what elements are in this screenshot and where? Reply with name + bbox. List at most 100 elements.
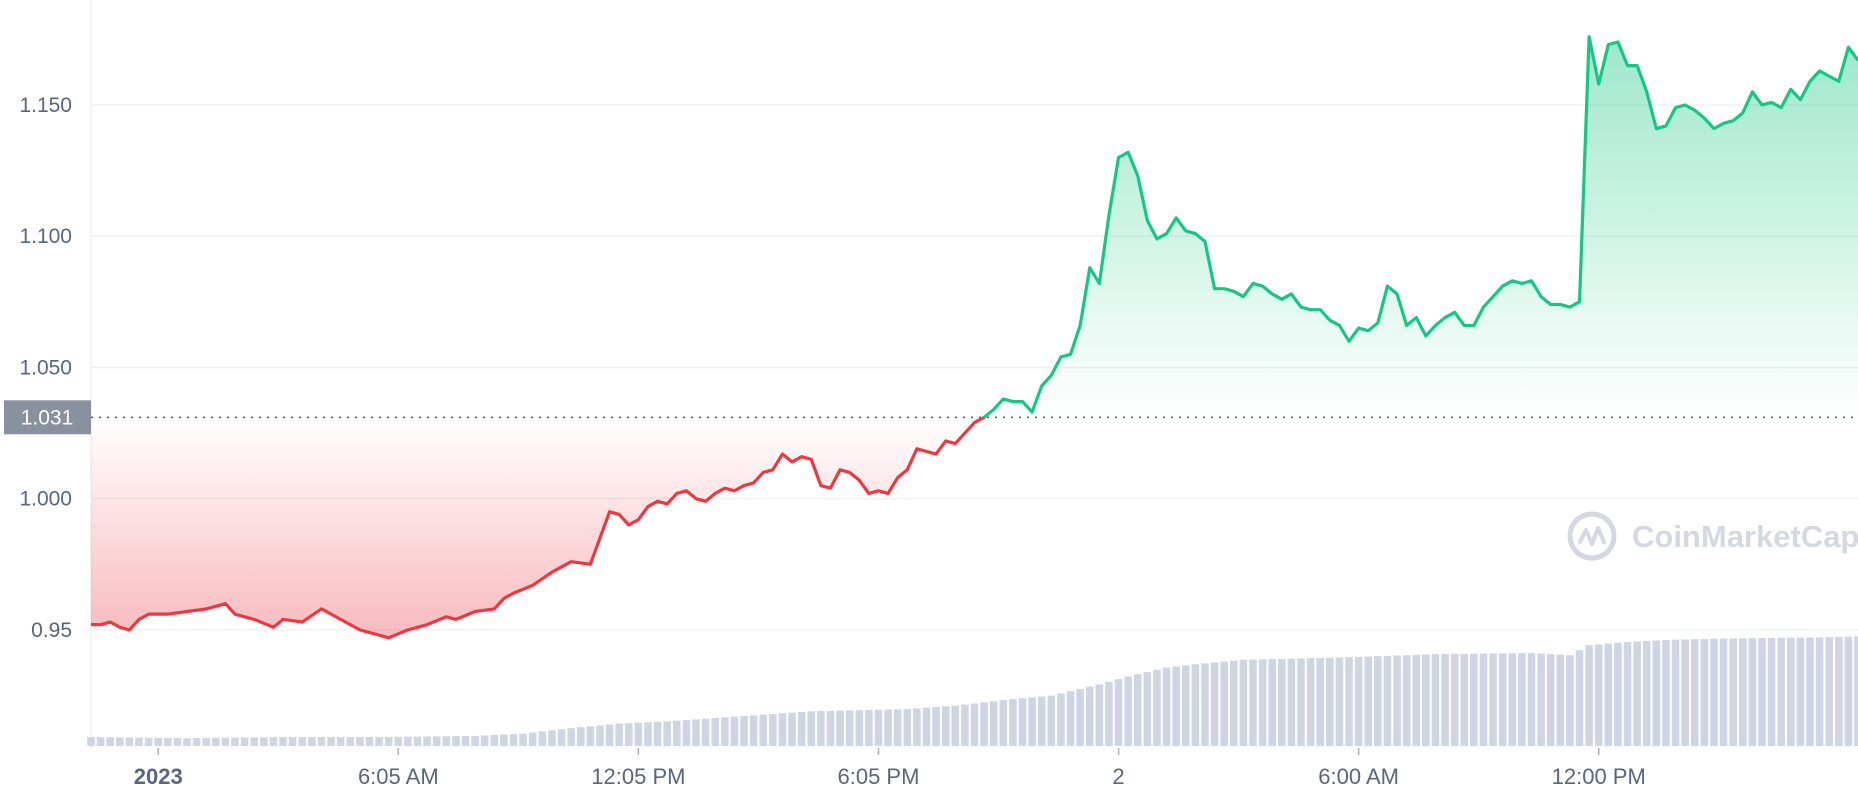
volume-bar (596, 725, 604, 746)
volume-bar (116, 737, 124, 746)
x-tick-label: 12:00 PM (1552, 764, 1646, 789)
volume-bar (1181, 665, 1190, 746)
volume-bar (442, 736, 451, 746)
volume-bar (308, 737, 316, 746)
volume-bar (682, 720, 691, 746)
volume-bar (1354, 656, 1363, 746)
volume-bar (432, 736, 441, 746)
volume-bar (1633, 641, 1641, 746)
volume-bar (1700, 638, 1709, 746)
y-tick-label: 1.000 (19, 488, 72, 511)
volume-bar (1402, 655, 1411, 746)
coinmarketcap-logo-icon (1567, 511, 1617, 561)
volume-bar (980, 702, 988, 746)
volume-bar (1796, 637, 1805, 746)
volume-bar (269, 737, 278, 746)
volume-bar (673, 720, 681, 746)
volume-bar (1614, 642, 1622, 746)
volume-bar (1546, 654, 1555, 746)
volume-bar (279, 737, 287, 746)
y-tick-label: 1.150 (19, 94, 72, 117)
volume-bar (212, 737, 220, 746)
volume-bar (452, 736, 460, 746)
volume-bar (1143, 672, 1152, 746)
volume-bar (317, 737, 326, 746)
x-tick-label: 6:00 AM (1318, 764, 1399, 789)
volume-bar (874, 709, 883, 746)
reference-price-label: 1.031 (4, 400, 91, 435)
volume-bar (1767, 637, 1776, 746)
volume-bar (778, 713, 787, 746)
volume-bar (817, 711, 825, 746)
volume-bar (1287, 658, 1296, 746)
volume-bar (1383, 655, 1392, 746)
volume-bar (336, 737, 345, 746)
volume-bar (989, 701, 998, 746)
volume-bar (1172, 666, 1180, 746)
volume-bar (1681, 639, 1689, 746)
volume-bar (557, 729, 566, 746)
volume-bar (1825, 637, 1833, 746)
volume-bar (576, 727, 585, 746)
volume-bar (1239, 659, 1248, 746)
x-tick-label: 2 (1112, 764, 1124, 789)
volume-bar (260, 737, 268, 746)
volume-bar (605, 724, 614, 746)
volume-bar (807, 711, 816, 746)
volume-bar (490, 735, 499, 746)
volume-bar (1153, 669, 1161, 746)
volume-bar (1518, 653, 1526, 746)
volume-bar (1527, 653, 1536, 746)
volume-bar (1057, 693, 1065, 746)
x-tick-label: 6:05 PM (837, 764, 919, 789)
volume-bar (125, 737, 134, 746)
volume-bar (1642, 640, 1651, 746)
volume-bar (893, 709, 902, 746)
volume-bar (1009, 699, 1017, 746)
volume-bar (663, 721, 671, 746)
volume-bar (1575, 650, 1584, 746)
volume-bar (250, 737, 259, 746)
volume-bar (461, 736, 470, 746)
volume-bar (740, 715, 748, 746)
volume-bar (1854, 636, 1858, 746)
volume-bar (1306, 658, 1315, 746)
volume-bar (836, 710, 844, 746)
volume-bar (1230, 660, 1238, 746)
volume-bar (922, 707, 931, 746)
area-above-reference (984, 36, 1858, 418)
volume-bar (586, 726, 595, 746)
volume-bar (1844, 636, 1853, 746)
volume-bar (970, 703, 979, 746)
volume-bar (1662, 640, 1670, 746)
volume-bar (1777, 637, 1785, 746)
volume-bar (1210, 662, 1219, 746)
volume-bar (1105, 681, 1113, 746)
volume-bar (1729, 638, 1737, 746)
watermark-text: CoinMarketCap (1632, 519, 1858, 554)
volume-bar (1028, 697, 1036, 746)
volume-bar (941, 706, 950, 746)
volume-bar (500, 734, 508, 746)
volume-bar (1748, 638, 1757, 746)
volume-bar (1460, 653, 1469, 746)
volume-bar (1345, 657, 1353, 746)
volume-bar (865, 709, 873, 746)
volume-bar (932, 707, 940, 746)
volume-bar (298, 737, 307, 746)
volume-bar (845, 710, 854, 746)
volume-bar (1133, 674, 1142, 746)
volume-bar (1412, 654, 1421, 746)
price-line-below (91, 417, 987, 640)
volume-bar (1431, 654, 1440, 746)
volume-bar (1393, 655, 1401, 746)
y-tick-label: 1.100 (19, 225, 72, 248)
volume-bar (346, 737, 355, 746)
volume-bar (1806, 637, 1814, 746)
volume-bar (1835, 636, 1843, 746)
volume-bar (999, 700, 1008, 746)
volume-bar (231, 737, 239, 746)
volume-bar (538, 731, 547, 746)
volume-bar (1537, 653, 1545, 746)
